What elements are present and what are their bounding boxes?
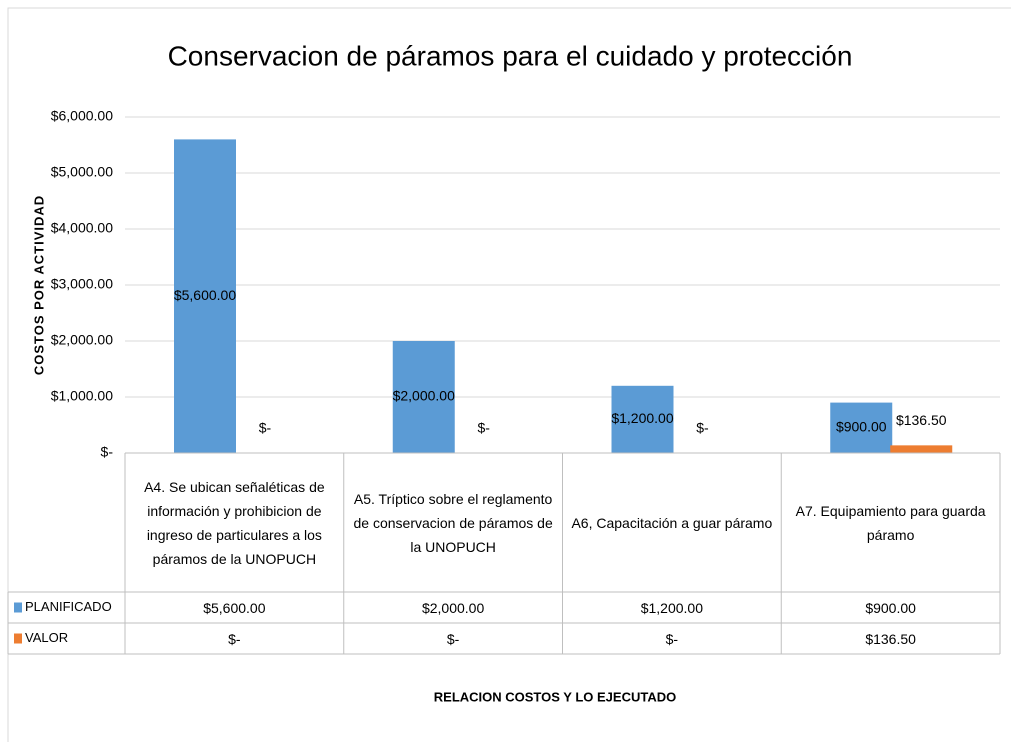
table-value: $900.00: [865, 599, 916, 616]
bar: [830, 402, 893, 453]
y-tick-label: $6,000.00: [51, 108, 113, 124]
table-value: $2,000.00: [421, 599, 485, 616]
y-tick-label: $-: [101, 444, 114, 460]
y-tick-label: $2,000.00: [51, 332, 113, 348]
table-value: $-: [665, 630, 679, 647]
bar: [890, 445, 953, 453]
legend-label: VALOR: [25, 630, 68, 645]
data-label: $2,000.00: [393, 388, 455, 404]
category-label: A5. Tríptico sobre el reglamento de cons…: [353, 490, 553, 555]
chart-border: [7, 7, 1011, 742]
legend-label: PLANIFICADO: [25, 599, 112, 614]
y-tick-label: $1,000.00: [51, 388, 113, 404]
y-tick-label: $4,000.00: [51, 220, 113, 236]
y-tick-label: $3,000.00: [51, 276, 113, 292]
bar: [174, 139, 236, 453]
legend-swatch: [14, 602, 22, 613]
y-tick-label: $5,000.00: [51, 164, 113, 180]
legend-swatch: [14, 633, 22, 644]
category-label: A4. Se ubican señaléticas de información…: [144, 478, 325, 567]
data-label: $900.00: [836, 419, 887, 435]
table-value: $-: [446, 630, 460, 647]
chart-title: Conservacion de páramos para el cuidado …: [168, 40, 853, 71]
y-axis-label: COSTOS POR ACTIVIDAD: [31, 195, 46, 375]
data-label: $1,200.00: [611, 410, 673, 426]
table-value: $1,200.00: [640, 599, 704, 616]
table-value: $136.50: [865, 630, 916, 647]
data-label: $-: [696, 420, 709, 436]
x-axis-label: RELACION COSTOS Y LO EJECUTADO: [434, 689, 676, 704]
category-label: A6, Capacitación a guar páramo: [571, 514, 773, 531]
bar: [392, 341, 455, 453]
table-value: $-: [228, 630, 241, 647]
category-label: A7. Equipamiento para guarda páramo: [795, 502, 986, 543]
data-label: $5,600.00: [174, 287, 236, 303]
bar: [611, 385, 674, 453]
data-label: $-: [478, 420, 491, 436]
data-label: $136.50: [896, 412, 947, 428]
table-value: $5,600.00: [203, 599, 266, 616]
data-label: $-: [259, 420, 272, 436]
